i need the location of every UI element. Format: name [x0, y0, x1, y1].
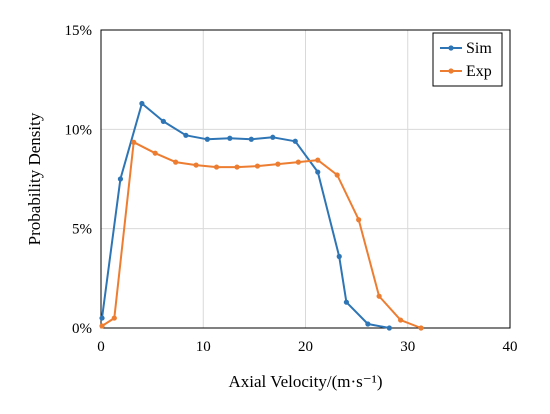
x-tick-label: 40 — [503, 339, 518, 355]
data-point-sim — [315, 169, 321, 175]
x-tick-label: 30 — [400, 339, 415, 355]
data-point-exp — [275, 161, 281, 167]
data-point-exp — [334, 172, 340, 178]
legend-marker-exp — [448, 68, 454, 74]
y-tick-label: 0% — [72, 321, 92, 337]
y-tick-label: 15% — [65, 23, 93, 39]
data-point-sim — [99, 315, 105, 321]
data-point-sim — [343, 299, 349, 305]
data-point-sim — [336, 253, 342, 260]
legend-box — [432, 32, 503, 87]
y-axis-title: Probability Density — [25, 112, 44, 245]
data-point-sim — [292, 138, 298, 144]
data-point-exp — [152, 150, 158, 156]
data-point-exp — [356, 217, 362, 223]
data-point-sim — [270, 134, 276, 140]
x-tick-labels: 0 10 20 30 40 — [97, 339, 517, 355]
x-tick-label: 10 — [196, 339, 211, 355]
legend-label-sim: Sim — [466, 40, 492, 57]
data-point-exp — [173, 159, 179, 165]
data-point-sim — [160, 118, 166, 124]
data-point-exp — [418, 325, 424, 331]
data-point-sim — [139, 100, 145, 107]
data-point-exp — [295, 159, 301, 165]
data-point-sim — [183, 132, 189, 138]
y-tick-label: 5% — [72, 222, 92, 238]
data-point-exp — [99, 323, 105, 329]
legend: Sim Exp — [432, 32, 503, 87]
legend-label-exp: Exp — [466, 63, 492, 80]
series-sim — [99, 100, 392, 331]
legend-marker-sim — [448, 45, 454, 51]
data-point-sim — [117, 176, 124, 182]
data-point-exp — [213, 164, 220, 170]
data-point-sim — [204, 136, 210, 142]
x-tick-label: 20 — [298, 339, 313, 355]
data-point-exp — [397, 317, 404, 323]
series-exp — [99, 139, 424, 331]
y-tick-labels: 0% 5% 10% 15% — [65, 23, 93, 337]
data-point-exp — [131, 139, 137, 145]
data-point-exp — [376, 293, 382, 299]
data-point-exp — [193, 162, 199, 168]
x-axis-title: Axial Velocity/(m·s⁻¹) — [229, 372, 383, 391]
data-point-exp — [315, 157, 321, 163]
gridlines — [101, 30, 510, 328]
data-point-exp — [254, 163, 261, 169]
data-point-sim — [365, 321, 371, 327]
data-point-exp — [111, 315, 117, 321]
y-tick-label: 10% — [65, 122, 93, 138]
plot-area-border — [100, 29, 511, 329]
data-point-sim — [248, 136, 254, 142]
data-point-sim — [386, 325, 392, 331]
series-layer — [99, 100, 424, 331]
data-point-exp — [234, 164, 240, 170]
x-tick-label: 0 — [97, 339, 105, 355]
data-point-sim — [227, 135, 233, 141]
